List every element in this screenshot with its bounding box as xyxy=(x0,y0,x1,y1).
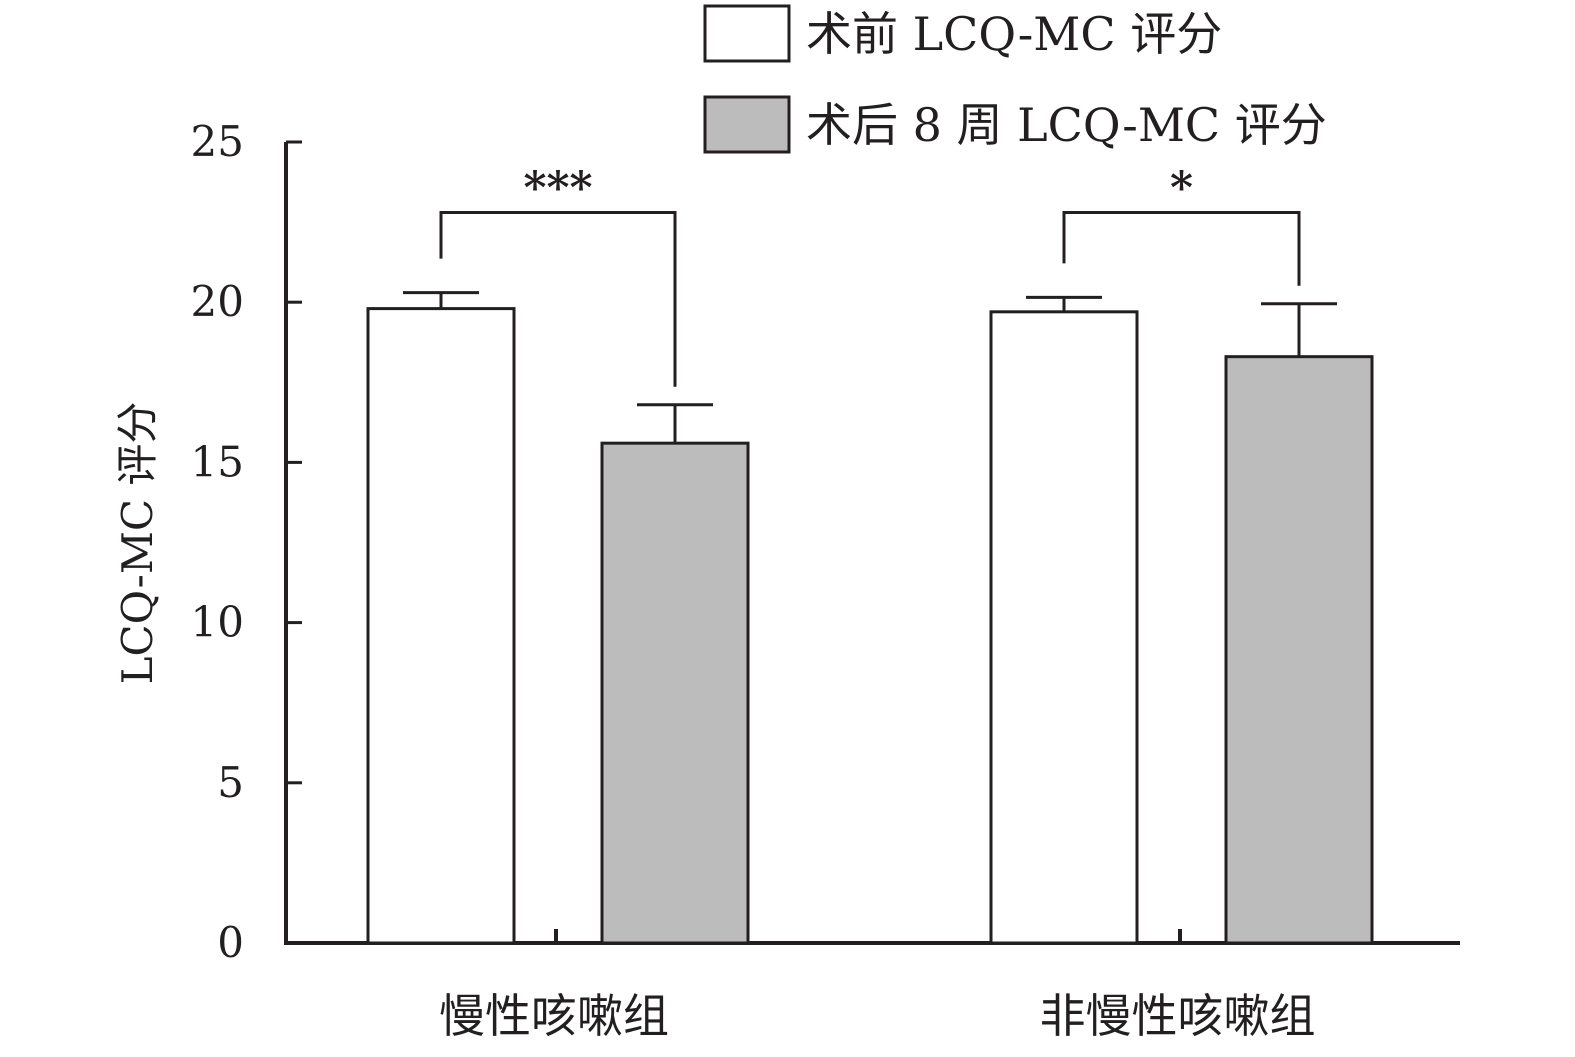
y-axis-title: LCQ-MC 评分 xyxy=(113,402,162,685)
bars xyxy=(366,291,1374,945)
significance-brackets: *** * xyxy=(439,162,1301,387)
significance-label: *** xyxy=(523,162,592,213)
bar xyxy=(1224,355,1374,945)
bar xyxy=(989,310,1139,945)
y-tick-label: 5 xyxy=(217,758,244,807)
y-tick-label: 15 xyxy=(191,437,244,486)
legend-swatch xyxy=(703,95,791,154)
legend-label: 术后 8 周 LCQ-MC 评分 xyxy=(806,98,1327,152)
x-category-label: 慢性咳嗽组 xyxy=(439,989,669,1043)
x-category-label: 非慢性咳嗽组 xyxy=(1040,989,1316,1043)
y-tick-label: 25 xyxy=(191,117,244,166)
bar xyxy=(366,307,516,945)
significance-label: * xyxy=(1170,162,1193,213)
legend-swatch xyxy=(703,4,791,63)
y-tick-label: 20 xyxy=(191,277,244,326)
y-tick-label: 0 xyxy=(217,918,244,967)
legend-label: 术前 LCQ-MC 评分 xyxy=(806,7,1222,61)
significance-bracket xyxy=(1062,210,1301,286)
significance-bracket xyxy=(439,210,677,387)
y-tick-label: 10 xyxy=(191,598,244,647)
bar xyxy=(600,441,750,945)
